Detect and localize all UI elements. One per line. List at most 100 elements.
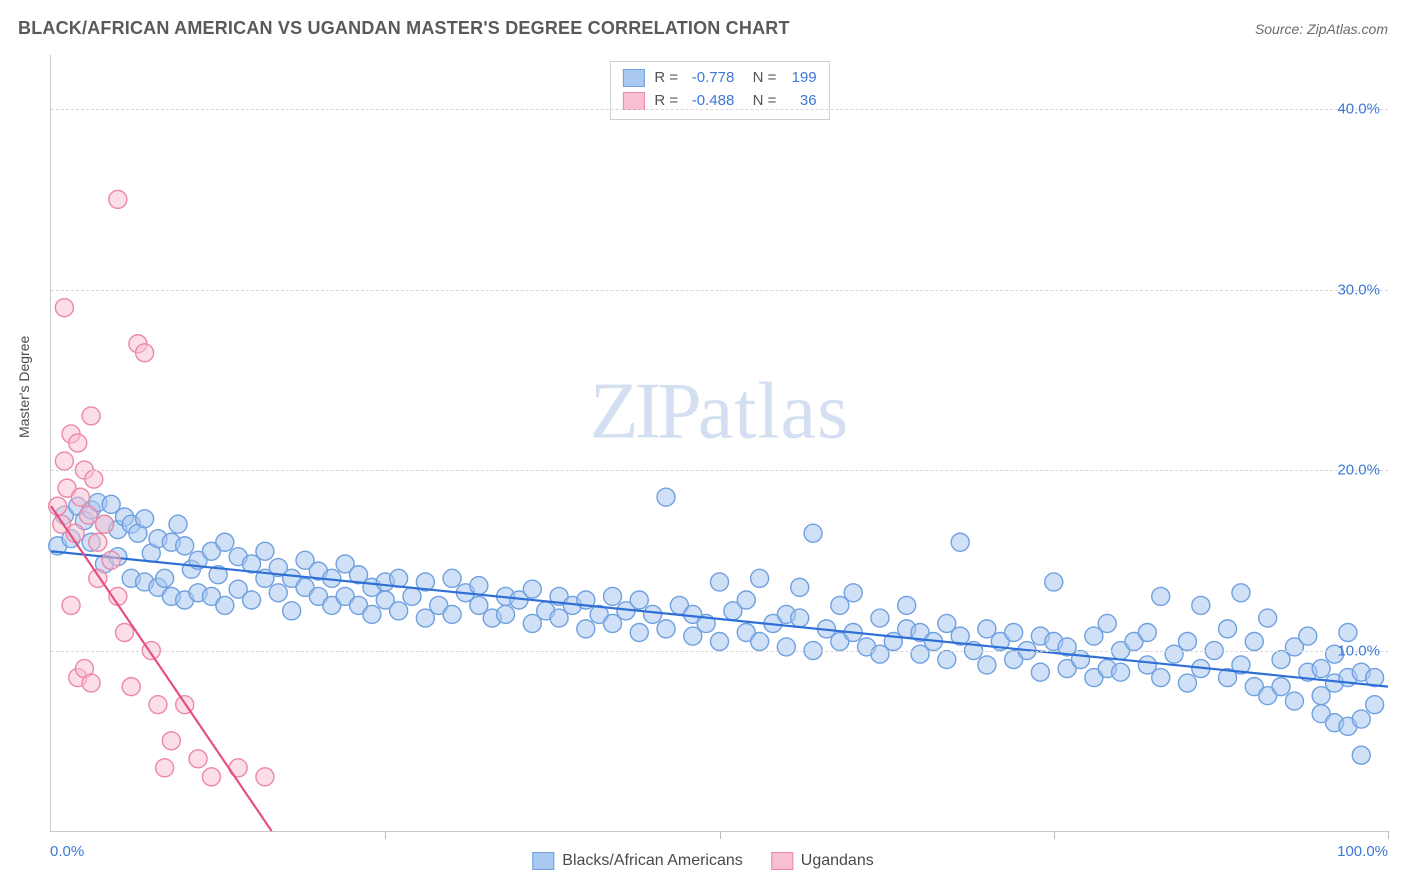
pink-point xyxy=(62,596,80,614)
chart-svg xyxy=(51,55,1388,831)
blue-point xyxy=(630,591,648,609)
page-title: BLACK/AFRICAN AMERICAN VS UGANDAN MASTER… xyxy=(18,18,790,39)
blue-point xyxy=(644,605,662,623)
pink-point xyxy=(109,190,127,208)
blue-point xyxy=(1005,623,1023,641)
gridline-h xyxy=(51,651,1388,652)
blue-point xyxy=(1352,746,1370,764)
y-axis-label: Master's Degree xyxy=(16,336,32,438)
pink-point xyxy=(85,470,103,488)
legend-item-blue: Blacks/African Americans xyxy=(532,852,743,870)
blue-point xyxy=(443,569,461,587)
blue-point xyxy=(630,623,648,641)
blue-point xyxy=(1285,692,1303,710)
blue-point xyxy=(1366,696,1384,714)
pink-point xyxy=(82,674,100,692)
blue-point xyxy=(1138,623,1156,641)
pink-point xyxy=(122,678,140,696)
x-tick-100: 100.0% xyxy=(1337,843,1388,860)
blue-point xyxy=(269,584,287,602)
legend-label-blue: Blacks/African Americans xyxy=(562,852,743,870)
blue-point xyxy=(791,609,809,627)
blue-point xyxy=(751,569,769,587)
blue-point xyxy=(470,577,488,595)
blue-point xyxy=(1352,710,1370,728)
blue-point xyxy=(777,638,795,656)
blue-point xyxy=(804,524,822,542)
blue-point xyxy=(978,656,996,674)
pink-point xyxy=(82,407,100,425)
blue-point xyxy=(1045,573,1063,591)
blue-point xyxy=(1071,651,1089,669)
blue-point xyxy=(1312,660,1330,678)
blue-swatch-bottom xyxy=(532,852,554,870)
blue-point xyxy=(443,605,461,623)
blue-point xyxy=(844,584,862,602)
blue-point xyxy=(1112,663,1130,681)
blue-point xyxy=(403,587,421,605)
blue-point xyxy=(711,633,729,651)
gridline-h xyxy=(51,290,1388,291)
legend-series: Blacks/African Americans Ugandans xyxy=(532,852,873,870)
blue-point xyxy=(577,620,595,638)
pink-point xyxy=(202,768,220,786)
pink-point xyxy=(162,732,180,750)
blue-point xyxy=(1219,620,1237,638)
blue-point xyxy=(1259,609,1277,627)
blue-point xyxy=(791,578,809,596)
blue-point xyxy=(390,569,408,587)
blue-point xyxy=(156,569,174,587)
pink-point xyxy=(95,515,113,533)
blue-point xyxy=(1232,584,1250,602)
blue-point xyxy=(657,488,675,506)
blue-point xyxy=(1152,669,1170,687)
source-attribution: Source: ZipAtlas.com xyxy=(1255,21,1388,37)
gridline-h xyxy=(51,109,1388,110)
chart-plot-area: ZIPatlas R = -0.778 N = 199R = -0.488 N … xyxy=(50,55,1388,832)
pink-point xyxy=(136,344,154,362)
pink-point xyxy=(149,696,167,714)
blue-point xyxy=(604,587,622,605)
blue-trendline xyxy=(51,551,1388,686)
blue-point xyxy=(711,573,729,591)
blue-point xyxy=(1192,596,1210,614)
x-tick-mark xyxy=(385,831,386,839)
blue-point xyxy=(243,591,261,609)
pink-point xyxy=(189,750,207,768)
blue-point xyxy=(216,533,234,551)
blue-point xyxy=(390,602,408,620)
blue-point xyxy=(136,510,154,528)
blue-point xyxy=(363,605,381,623)
blue-point xyxy=(176,537,194,555)
blue-point xyxy=(898,596,916,614)
gridline-h xyxy=(51,470,1388,471)
y-tick-label: 10.0% xyxy=(1337,642,1380,659)
blue-point xyxy=(523,580,541,598)
blue-point xyxy=(1178,674,1196,692)
blue-point xyxy=(751,633,769,651)
x-tick-mark xyxy=(1054,831,1055,839)
blue-point xyxy=(951,533,969,551)
y-tick-label: 20.0% xyxy=(1337,462,1380,479)
pink-point xyxy=(55,299,73,317)
pink-point xyxy=(102,551,120,569)
legend-label-pink: Ugandans xyxy=(801,852,874,870)
blue-point xyxy=(1178,633,1196,651)
blue-point xyxy=(1339,623,1357,641)
pink-point xyxy=(55,452,73,470)
blue-point xyxy=(737,591,755,609)
y-tick-label: 30.0% xyxy=(1337,281,1380,298)
pink-point xyxy=(79,506,97,524)
blue-point xyxy=(871,609,889,627)
blue-point xyxy=(1098,614,1116,632)
pink-point xyxy=(256,768,274,786)
blue-point xyxy=(1272,678,1290,696)
blue-point xyxy=(169,515,187,533)
pink-point xyxy=(156,759,174,777)
x-tick-mark xyxy=(1388,831,1389,839)
blue-point xyxy=(216,596,234,614)
blue-point xyxy=(497,605,515,623)
pink-point xyxy=(71,488,89,506)
x-tick-mark xyxy=(720,831,721,839)
blue-point xyxy=(256,542,274,560)
